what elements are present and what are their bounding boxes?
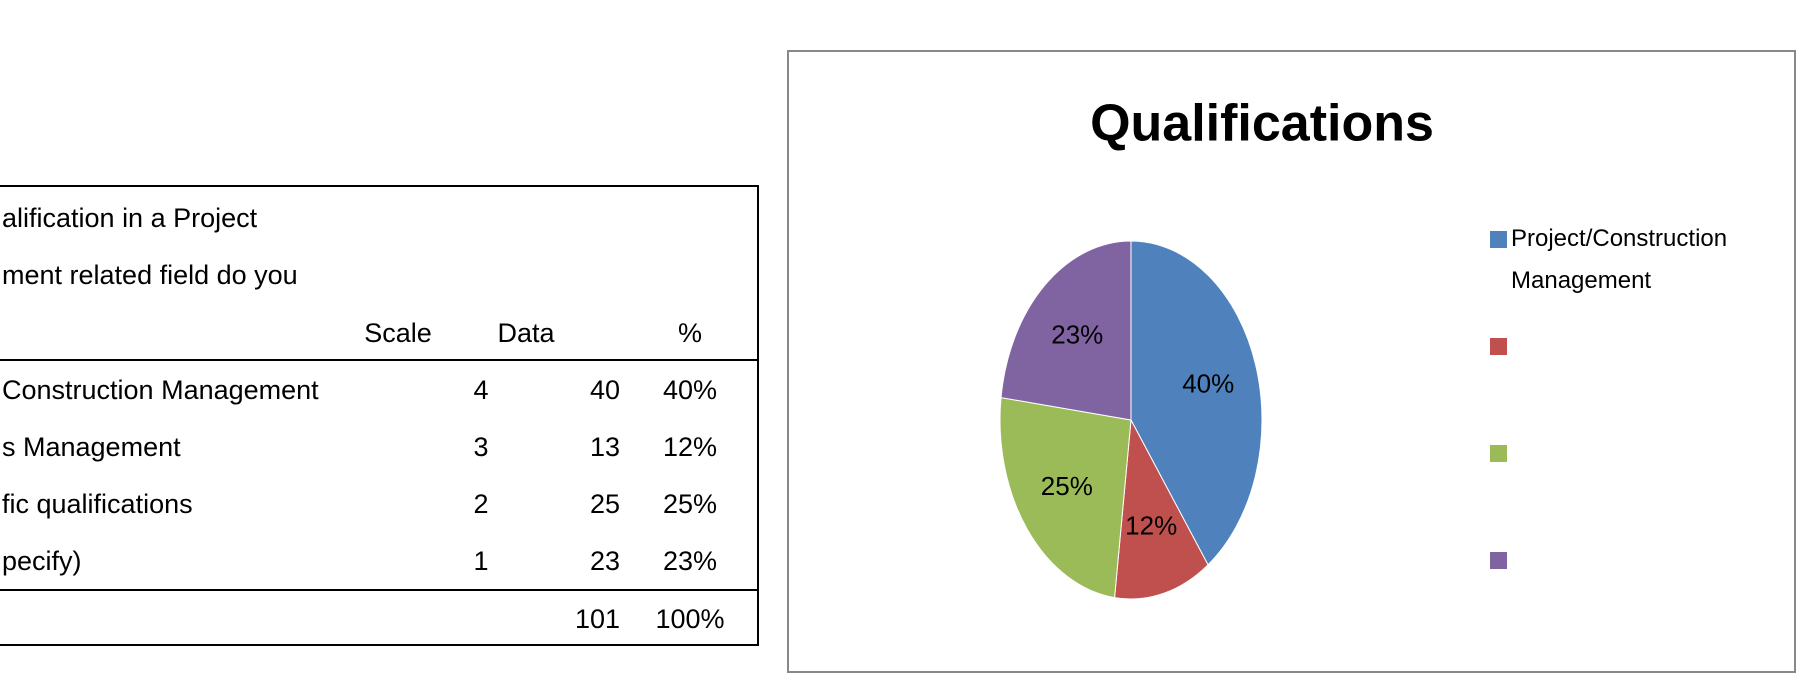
table-cell: s Management [2,432,181,462]
table-cell: 25 [590,489,620,519]
table-cell: 1 [473,546,488,576]
pie-slice [1114,418,1209,600]
legend-label: Project/Construction Management [1511,225,1727,294]
table-cell: 40% [663,375,717,405]
table-cell: Construction Management [2,375,319,405]
chart-frame [787,50,1796,673]
table-cell: pecify) [2,546,82,576]
pie-slice [1130,240,1263,566]
table-cell: fic qualifications [2,489,193,519]
chart-title: Qualifications [1090,95,1434,153]
column-header: Data [497,318,555,348]
pie-slice [1000,240,1132,421]
legend-swatch [1490,552,1507,569]
table-cell: 23% [663,546,717,576]
table-cell: 2 [473,489,488,519]
table-total: 100% [655,604,724,634]
table-cell: 12% [663,432,717,462]
pie-slice [999,396,1132,599]
table-cell: 13 [590,432,620,462]
table-cell: 4 [473,375,488,405]
table-border [0,185,759,646]
table-header: alification in a Project [2,203,258,233]
table-cell: 40 [590,375,620,405]
data-label: 25% [1041,471,1093,501]
column-header: % [678,318,702,348]
legend-line: Project/Construction [1511,225,1727,252]
table-cell: 25% [663,489,717,519]
legend-swatch [1490,338,1507,355]
table-total: 101 [575,604,620,634]
data-label: 12% [1125,510,1177,540]
legend-swatch [1490,445,1507,462]
data-label: 23% [1051,320,1103,350]
column-header: Scale [364,318,432,348]
table-cell: 23 [590,546,620,576]
table-cell: 3 [473,432,488,462]
legend-line: Management [1511,267,1651,294]
table-header: ment related field do you [2,260,298,290]
legend-swatch [1490,231,1507,248]
data-label: 40% [1182,369,1234,399]
